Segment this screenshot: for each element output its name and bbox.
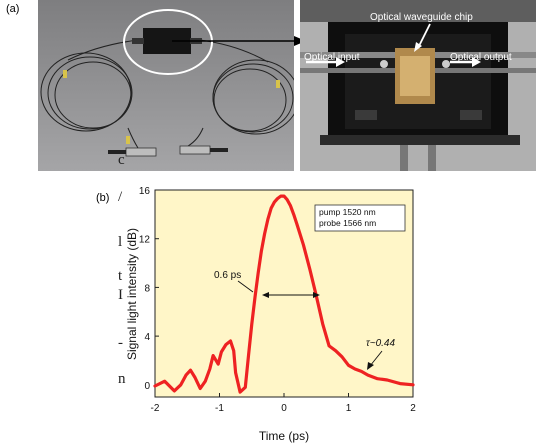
fwhm-arrowhead-left: [262, 292, 269, 298]
x-axis-label: Time (ps): [259, 429, 309, 443]
y-tick-label: 0: [144, 381, 150, 392]
margin-char: I: [118, 287, 123, 303]
x-tick-label: -2: [151, 403, 160, 414]
y-tick-label: 16: [139, 186, 151, 197]
panel-b-label: (b): [96, 192, 110, 204]
legend-line-probe: probe 1566 nm: [319, 218, 376, 228]
tau-arrowhead: [367, 362, 374, 370]
fwhm-arrowhead-right: [313, 292, 320, 298]
margin-char: c: [118, 152, 125, 168]
x-tick-label: 2: [410, 403, 416, 414]
y-tick-label: 12: [139, 235, 151, 246]
panel-a-label: (a): [6, 3, 20, 15]
signal-series-line: [153, 194, 415, 394]
margin-char: -: [118, 335, 123, 351]
x-tick-label: 0: [281, 403, 287, 414]
x-tick-label: 1: [346, 403, 352, 414]
optical-output-label: Optical output: [450, 52, 512, 63]
y-tick-label: 4: [144, 332, 150, 343]
legend-line-pump: pump 1520 nm: [319, 207, 376, 217]
chip-label: Optical waveguide chip: [370, 12, 473, 23]
margin-char: t: [118, 268, 123, 284]
y-tick-label: 8: [144, 283, 150, 294]
optical-input-label: Optical input: [304, 52, 360, 63]
y-axis-label: Signal light intensity (dB): [125, 228, 139, 360]
x-tick-label: -1: [215, 403, 224, 414]
tau-leader: [369, 350, 383, 367]
fwhm-leader: [237, 280, 254, 293]
chip-photo: Optical waveguide chip Optical input Opt…: [300, 0, 536, 171]
margin-char: /: [118, 189, 123, 205]
margin-char: l: [118, 234, 123, 250]
link-arrow: [172, 36, 306, 46]
tau-label: τ~0.44: [366, 338, 395, 349]
fwhm-label: 0.6 ps: [214, 270, 241, 281]
legend-box: [314, 204, 406, 232]
margin-char: n: [118, 371, 126, 387]
device-photo: [38, 0, 294, 171]
